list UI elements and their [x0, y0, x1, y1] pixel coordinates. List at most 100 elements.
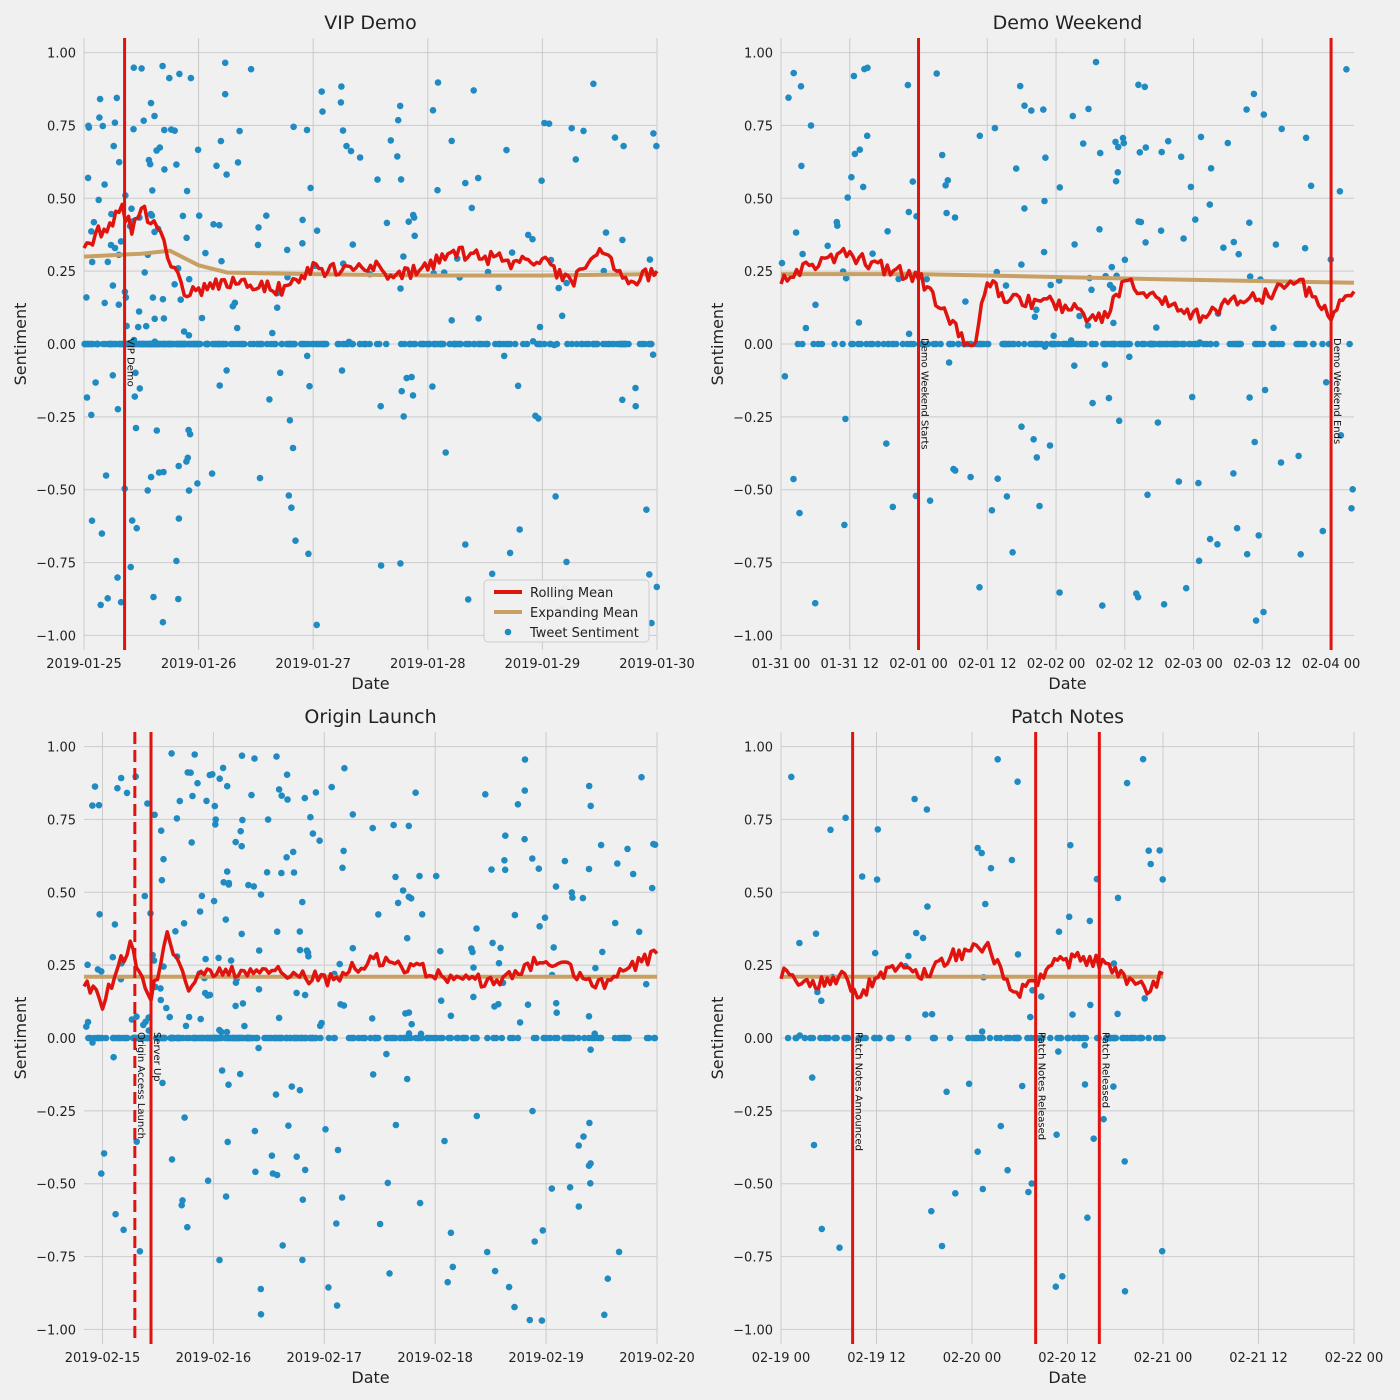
tweet-point: [946, 1034, 954, 1042]
y-tick-label: 0.00: [47, 338, 76, 353]
tweet-point: [955, 340, 962, 348]
tweet-point: [173, 161, 180, 168]
tweet-point: [319, 108, 326, 115]
tweet-point: [471, 340, 478, 348]
tweet-point: [180, 920, 188, 927]
y-tick-label: 0.75: [744, 813, 773, 828]
tweet-point: [224, 1138, 231, 1146]
tweet-point: [397, 285, 404, 292]
tweet-point: [945, 359, 953, 366]
tweet-point: [938, 151, 946, 159]
tweet-point: [1154, 419, 1162, 426]
tweet-point: [484, 1034, 491, 1042]
tweet-point: [972, 1034, 979, 1042]
tweet-point: [187, 74, 195, 82]
tweet-point: [185, 332, 193, 339]
tweet-point: [547, 340, 554, 348]
tweet-point: [371, 1034, 379, 1042]
tweet-point: [1177, 153, 1185, 161]
tweet-point: [98, 530, 106, 537]
tweet-point: [223, 171, 230, 178]
tweet-point: [336, 960, 344, 968]
tweet-point: [84, 340, 92, 348]
tweet-point: [508, 249, 516, 256]
tweet-point: [175, 1034, 182, 1042]
y-tick-label: 0.75: [47, 813, 76, 828]
tweet-point: [1055, 1048, 1062, 1055]
tweet-point: [541, 914, 549, 921]
tweet-point: [1029, 987, 1036, 994]
tweet-point: [592, 964, 599, 972]
x-tick-label: 2019-01-26: [161, 657, 237, 672]
tweet-point: [812, 930, 820, 937]
tweet-point: [403, 1075, 411, 1083]
tweet-point: [859, 183, 867, 191]
tweet-point: [788, 773, 795, 781]
tweet-point: [1302, 134, 1310, 142]
y-tick-label: −0.75: [733, 557, 773, 572]
x-tick-label: 2019-02-20: [619, 1351, 695, 1366]
tweet-point: [1160, 601, 1168, 608]
tweet-point: [361, 1034, 369, 1042]
tweet-point: [649, 351, 657, 359]
tweet-point: [1153, 324, 1160, 331]
tweet-point: [1319, 527, 1327, 535]
tweet-point: [1028, 1180, 1035, 1187]
tweet-point: [278, 792, 286, 799]
tweet-point: [143, 1034, 150, 1042]
rolling-mean-line: [779, 940, 1164, 1000]
tweet-point: [1133, 590, 1140, 597]
x-tick-label: 02-21 00: [1134, 1351, 1192, 1366]
tweet-point: [318, 88, 326, 95]
tweet-point: [338, 367, 346, 374]
tweet-point: [1112, 177, 1120, 185]
tweet-point: [338, 1194, 346, 1201]
tweet-point: [488, 866, 495, 873]
y-tick-label: −0.25: [36, 1105, 76, 1120]
tweet-point: [1069, 112, 1077, 120]
tweet-point: [1040, 248, 1048, 256]
tweet-point: [219, 764, 227, 772]
tweet-point: [1101, 361, 1109, 368]
tweet-point: [252, 1168, 259, 1176]
tweet-point: [1192, 216, 1199, 223]
tweet-point: [98, 1170, 105, 1177]
x-tick-label: 2019-02-18: [397, 1351, 473, 1366]
tweet-point: [397, 176, 405, 183]
tweet-point: [511, 340, 519, 348]
tweet-point: [194, 146, 202, 154]
tweet-point: [270, 340, 278, 348]
tweet-point: [1139, 755, 1147, 763]
tweet-point: [183, 187, 191, 195]
tweet-point: [437, 947, 444, 955]
tweet-point: [555, 284, 562, 292]
tweet-point: [251, 755, 258, 762]
tweet-point: [1145, 847, 1152, 854]
tweet-point: [871, 949, 879, 957]
tweet-point: [405, 893, 413, 901]
tweet-point: [146, 340, 154, 348]
tweet-point: [117, 598, 125, 606]
tweet-point: [431, 340, 438, 348]
tweet-point: [1047, 281, 1054, 289]
tweet-point: [873, 876, 881, 883]
tweet-point: [168, 1156, 176, 1163]
tweet-point: [923, 275, 930, 283]
tweet-point: [209, 771, 216, 778]
tweet-point: [1084, 322, 1092, 329]
tweet-point: [1065, 913, 1073, 921]
tweet-point: [316, 837, 323, 844]
tweet-point: [600, 267, 608, 275]
tweet-point: [611, 919, 619, 927]
tweet-point: [536, 323, 544, 331]
tweet-point: [140, 1021, 147, 1029]
tweet-point: [1084, 1214, 1091, 1221]
tweet-point: [325, 1284, 332, 1291]
tweet-point: [572, 156, 580, 163]
tweet-point: [535, 865, 543, 872]
tweet-point: [836, 1244, 843, 1251]
tweet-point: [1319, 340, 1326, 348]
tweet-point: [89, 802, 96, 809]
tweet-point: [1255, 532, 1262, 539]
tweet-point: [223, 868, 231, 875]
